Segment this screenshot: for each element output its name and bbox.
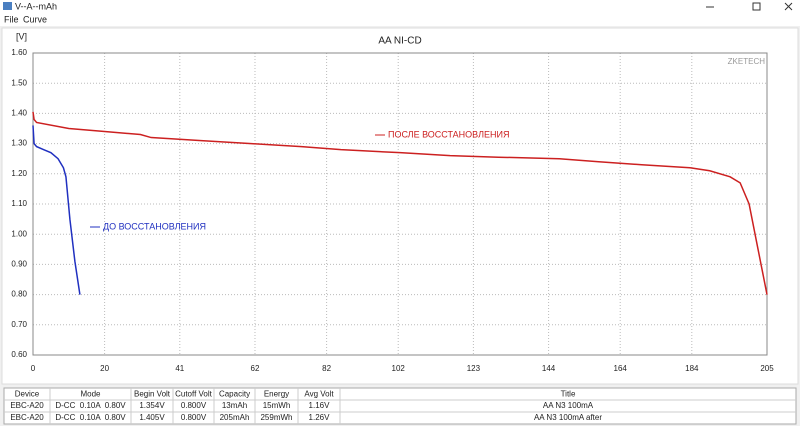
- x-tick-label: 62: [251, 364, 260, 373]
- table-body: Device Mode Begin Volt Cutoff Volt Capacity E…: [4, 388, 796, 424]
- x-tick-label: 0: [31, 364, 36, 373]
- table-header: Cutoff Volt: [175, 390, 213, 399]
- legend-label: ПОСЛЕ ВОССТАНОВЛЕНИЯ: [388, 129, 509, 139]
- table-header: Avg Volt: [304, 390, 334, 399]
- table-cell: 0.800V: [181, 401, 207, 410]
- x-tick-label: 41: [175, 364, 184, 373]
- table-cell: D-CC 0.10A 0.80V: [55, 401, 126, 410]
- table-header: Device: [15, 390, 40, 399]
- results-table: [3, 387, 797, 425]
- y-tick-label: 0.70: [11, 320, 27, 329]
- table-cell: 1.405V: [139, 413, 165, 422]
- title-bar: [0, 0, 800, 13]
- data-line: [32, 111, 768, 295]
- table-cell: 205mAh: [220, 413, 250, 422]
- y-tick-label: 1.50: [11, 78, 27, 87]
- table-header: Title: [561, 390, 576, 399]
- table-cell: 0.800V: [181, 413, 207, 422]
- y-tick-label: 1.60: [11, 48, 27, 57]
- table-header: Begin Volt: [134, 390, 171, 399]
- legend-label: ДО ВОССТАНОВЛЕНИЯ: [103, 221, 206, 231]
- x-tick-label: 144: [542, 364, 556, 373]
- x-tick-label: 82: [322, 364, 331, 373]
- y-tick-label: 0.90: [11, 260, 27, 269]
- table-cell: EBC-A20: [10, 413, 44, 422]
- table-cell: 259mWh: [260, 413, 292, 422]
- maximize-button[interactable]: [752, 2, 761, 11]
- menu-bar: [0, 13, 800, 26]
- table-cell: 1.16V: [309, 401, 331, 410]
- x-tick-label: 164: [614, 364, 628, 373]
- table-header: Capacity: [219, 390, 250, 399]
- y-tick-label: 1.00: [11, 229, 27, 238]
- window-title: V--A--mAh: [15, 1, 57, 11]
- y-tick-label: 1.30: [11, 139, 27, 148]
- table-cell: 15mWh: [263, 401, 291, 410]
- chart-panel: [1, 27, 799, 385]
- table-cell: 13mAh: [222, 401, 247, 410]
- x-tick-label: 102: [392, 364, 406, 373]
- x-tick-label: 205: [760, 364, 774, 373]
- table-cell: D-CC 0.10A 0.80V: [55, 413, 126, 422]
- menu-item[interactable]: Curve: [23, 14, 47, 24]
- data-line: [32, 125, 81, 295]
- close-button[interactable]: [784, 2, 793, 11]
- y-tick-label: 0.60: [11, 350, 27, 359]
- x-tick-label: 123: [467, 364, 481, 373]
- plot-frame: [32, 52, 768, 356]
- table-cell: 1.354V: [139, 401, 165, 410]
- table-cell: 1.26V: [309, 413, 331, 422]
- plot: 0.60 0.70 0.80 0.90 1.00 1.10 1.20 1.30 1.40 1.50…: [11, 48, 774, 373]
- menu-item[interactable]: File: [4, 14, 19, 24]
- app-icon: [3, 2, 12, 10]
- x-tick-label: 20: [100, 364, 109, 373]
- x-tick-label: 184: [685, 364, 699, 373]
- y-tick-label: 1.20: [11, 169, 27, 178]
- table-cell: EBC-A20: [10, 401, 44, 410]
- y-axis-label: [V]: [16, 31, 27, 41]
- table-header: Mode: [80, 390, 101, 399]
- watermark: ZKETECH: [728, 57, 766, 66]
- table-header: Energy: [264, 390, 289, 399]
- y-tick-label: 0.80: [11, 290, 27, 299]
- table-cell: AA N3 100mA after: [534, 413, 602, 422]
- table-cell: AA N3 100mA: [543, 401, 594, 410]
- y-tick-label: 1.40: [11, 109, 27, 118]
- chart-title: AA NI-CD: [378, 36, 421, 47]
- y-tick-label: 1.10: [11, 199, 27, 208]
